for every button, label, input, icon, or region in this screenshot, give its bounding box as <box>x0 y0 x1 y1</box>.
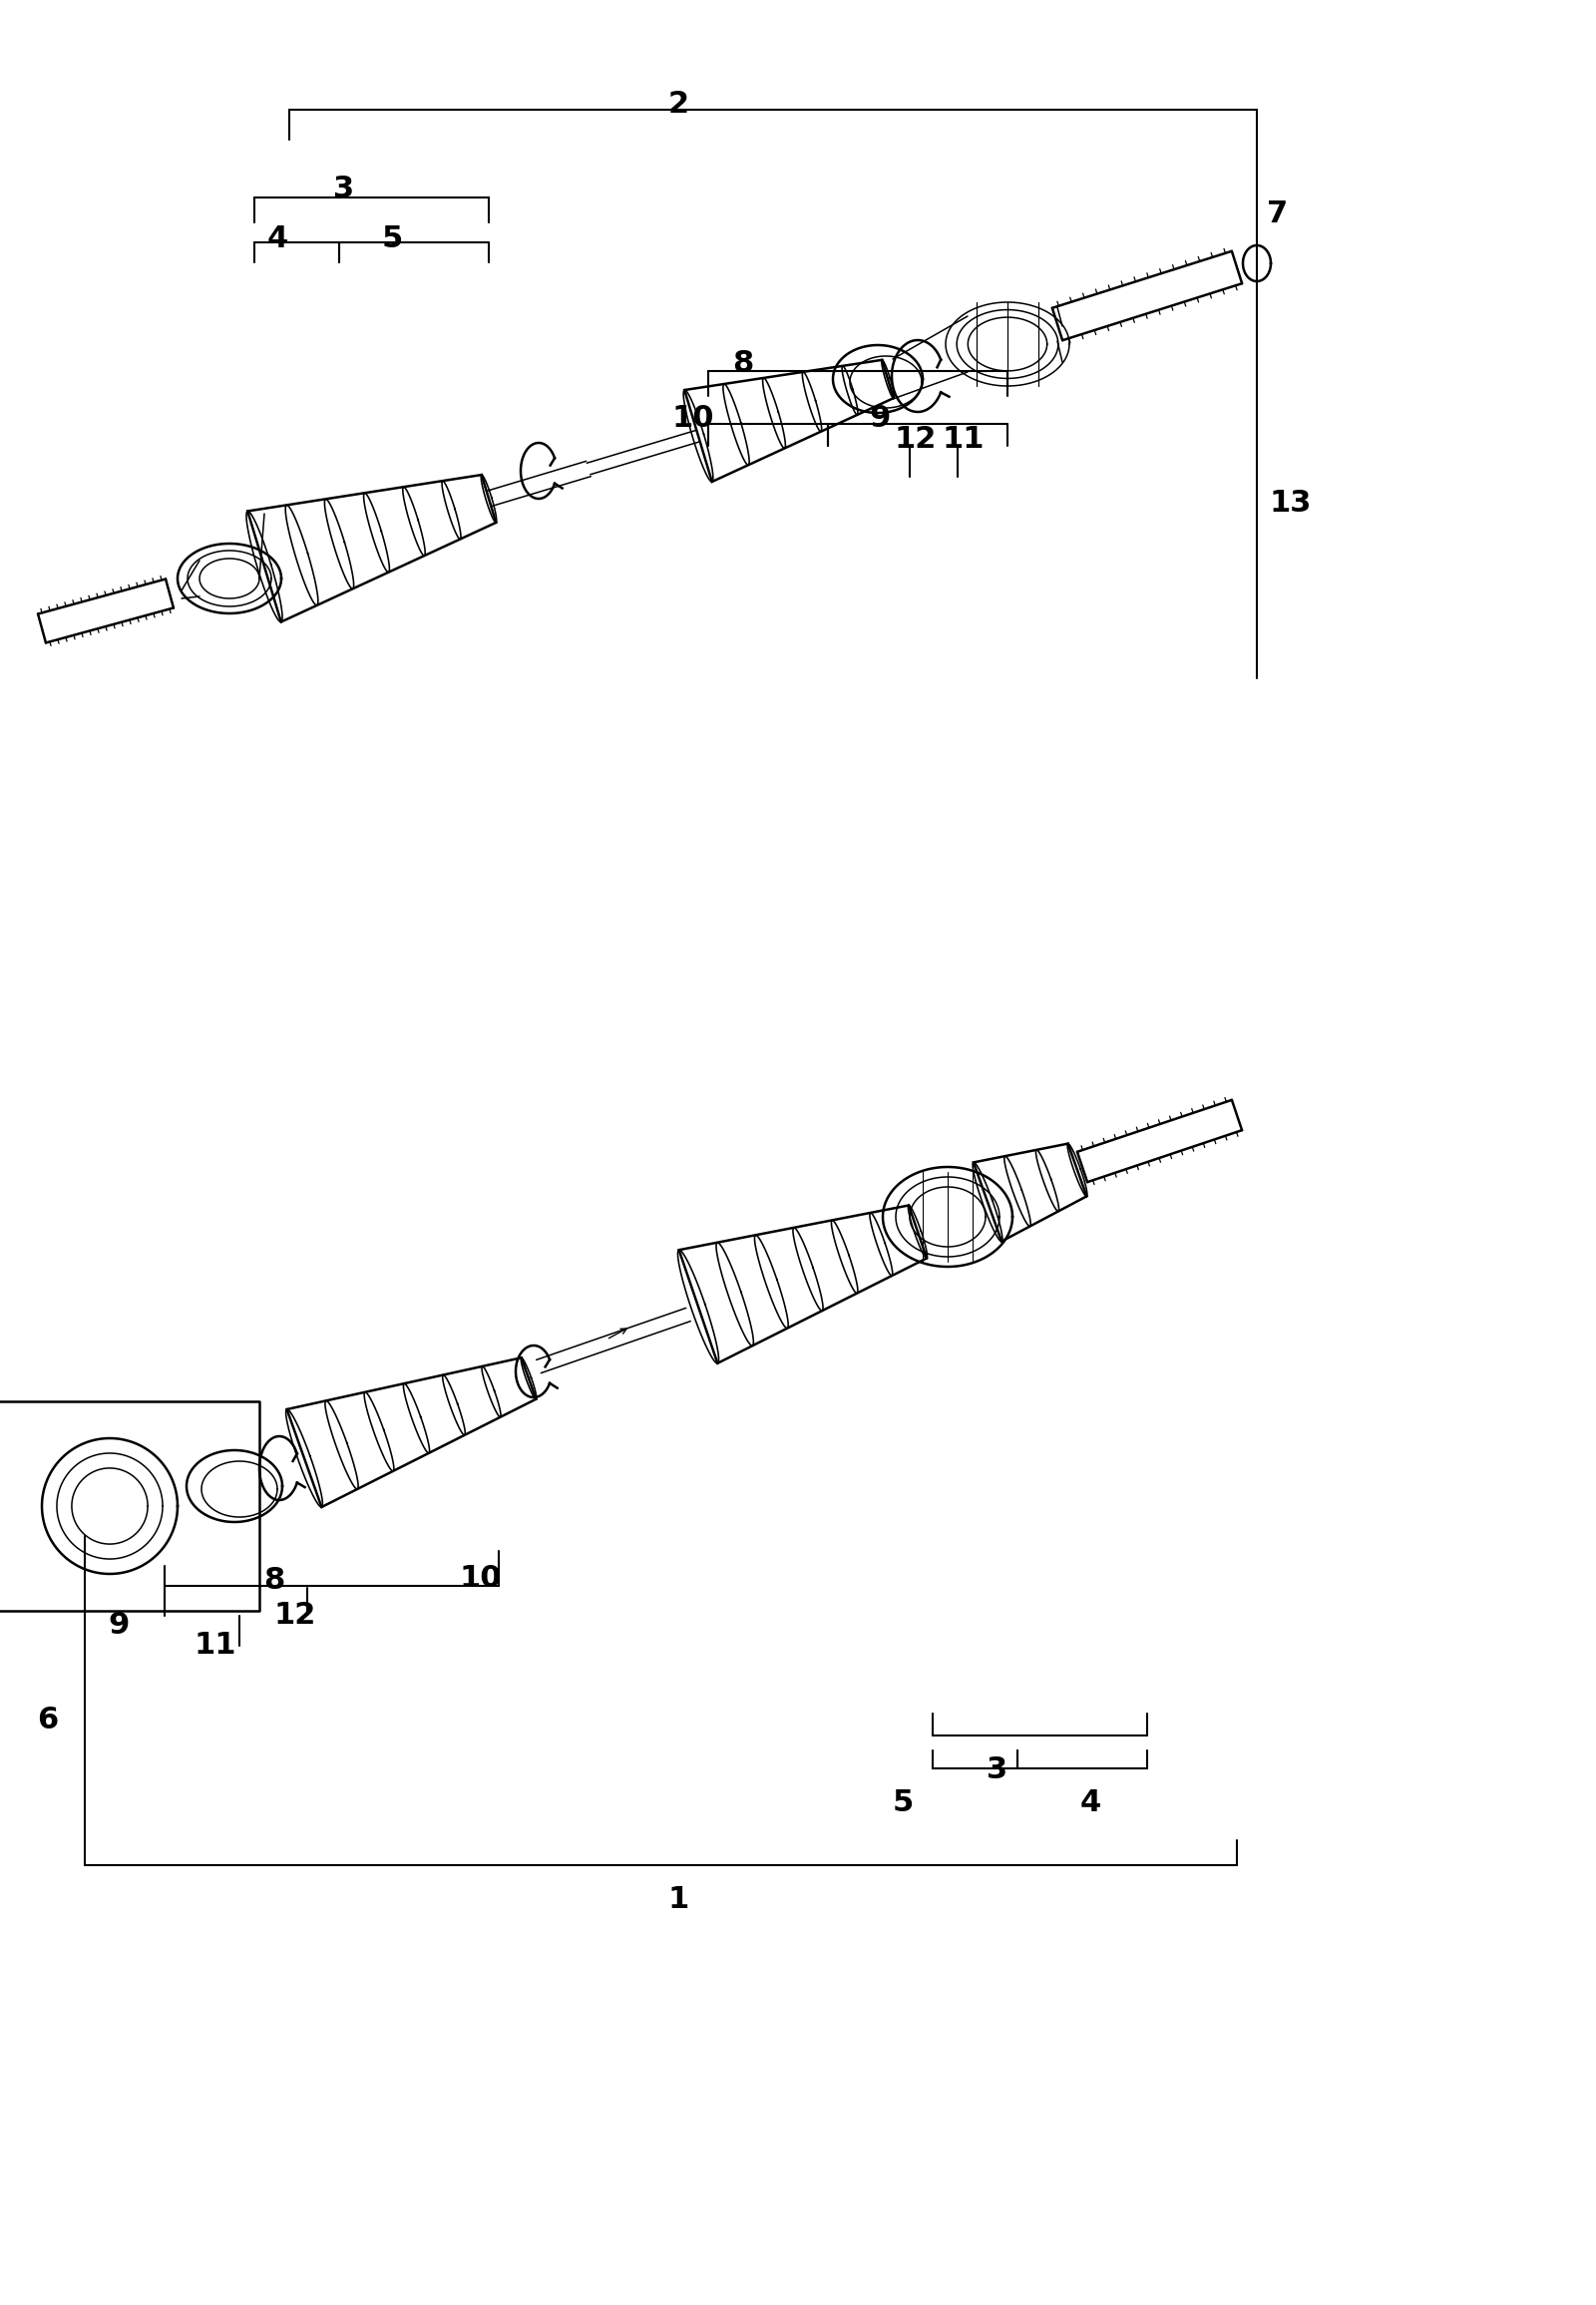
Text: 2: 2 <box>667 90 689 118</box>
Text: 8: 8 <box>263 1565 286 1595</box>
Text: 1: 1 <box>667 1885 689 1913</box>
Text: 5: 5 <box>892 1789 913 1816</box>
Text: 10: 10 <box>672 403 715 433</box>
Text: 12: 12 <box>275 1602 316 1630</box>
Text: 3: 3 <box>986 1756 1009 1784</box>
Text: 3: 3 <box>334 175 354 203</box>
Text: 11: 11 <box>943 424 985 454</box>
Text: 9: 9 <box>870 403 891 433</box>
Text: 6: 6 <box>37 1706 57 1733</box>
Text: 5: 5 <box>381 224 402 254</box>
Text: 9: 9 <box>109 1611 129 1639</box>
Text: 4: 4 <box>267 224 287 254</box>
Text: 11: 11 <box>195 1630 236 1660</box>
Text: 4: 4 <box>1079 1789 1101 1816</box>
Text: 12: 12 <box>894 424 935 454</box>
Text: 8: 8 <box>733 348 753 378</box>
Text: 10: 10 <box>460 1563 501 1593</box>
Text: 13: 13 <box>1269 489 1310 519</box>
Text: 7: 7 <box>1267 201 1288 228</box>
